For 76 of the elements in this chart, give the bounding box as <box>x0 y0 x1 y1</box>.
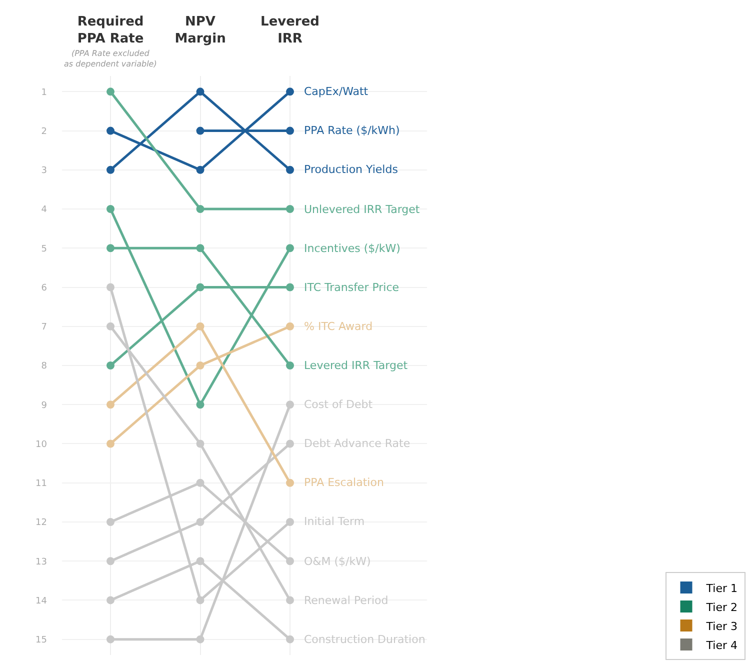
point <box>196 478 204 487</box>
series-label: Incentives ($/kW) <box>304 242 400 255</box>
point <box>196 126 204 135</box>
point <box>286 635 294 644</box>
y-tick-label: 4 <box>41 205 48 216</box>
point <box>106 126 114 135</box>
legend-label: Tier 1 <box>705 582 738 595</box>
point <box>106 283 114 292</box>
point <box>286 400 294 409</box>
point <box>106 322 114 330</box>
point <box>196 400 204 409</box>
point <box>196 205 204 214</box>
legend-label: Tier 2 <box>705 600 738 614</box>
y-tick-label: 12 <box>36 518 47 528</box>
legend-label: Tier 3 <box>705 620 738 633</box>
point <box>286 440 294 448</box>
point <box>286 126 294 135</box>
series-label: Unlevered IRR Target <box>304 203 420 216</box>
point <box>106 205 114 214</box>
point <box>286 244 294 252</box>
point <box>196 244 204 252</box>
y-tick-label: 11 <box>36 479 47 490</box>
y-tick-label: 9 <box>41 400 48 411</box>
point <box>286 166 294 174</box>
point <box>106 244 114 252</box>
point <box>286 557 294 566</box>
x-tick-label: Levered IRR <box>260 14 320 46</box>
point <box>286 283 294 292</box>
point <box>196 362 204 370</box>
point <box>106 557 114 566</box>
series-label: PPA Rate ($/kWh) <box>304 124 400 137</box>
point <box>106 400 114 409</box>
x-tick-label: Required PPA Rate <box>77 14 144 46</box>
point <box>196 596 204 604</box>
point <box>286 478 294 487</box>
point <box>196 518 204 526</box>
legend-label: Tier 4 <box>705 638 738 652</box>
series-label: Levered IRR Target <box>304 359 408 372</box>
point <box>286 322 294 330</box>
y-tick-label: 1 <box>41 88 47 98</box>
point <box>196 322 204 330</box>
point <box>106 362 114 370</box>
series-label: CapEx/Watt <box>304 85 369 98</box>
point <box>106 596 114 604</box>
y-tick-label: 5 <box>41 244 47 254</box>
point <box>196 283 204 292</box>
point <box>196 557 204 566</box>
point <box>286 88 294 96</box>
point <box>196 635 204 644</box>
y-tick-label: 8 <box>41 362 48 372</box>
y-tick-label: 2 <box>41 126 47 137</box>
series-label: Production Yields <box>304 163 398 176</box>
point <box>106 635 114 644</box>
y-tick-label: 13 <box>36 557 47 568</box>
y-tick-label: 10 <box>36 440 48 450</box>
point <box>286 362 294 370</box>
point <box>106 88 114 96</box>
point <box>106 440 114 448</box>
x-tick-label: NPV Margin <box>174 14 226 46</box>
y-tick-label: 3 <box>41 166 47 176</box>
y-tick-label: 7 <box>41 322 47 333</box>
point <box>286 518 294 526</box>
y-tick-label: 15 <box>36 636 47 646</box>
point <box>286 596 294 604</box>
point <box>106 518 114 526</box>
point <box>106 166 114 174</box>
y-tick-label: 6 <box>41 283 48 294</box>
series-label: PPA Escalation <box>304 476 384 489</box>
point <box>196 440 204 448</box>
point <box>196 88 204 96</box>
point <box>286 205 294 214</box>
y-tick-label: 14 <box>36 596 48 606</box>
series-label: ITC Transfer Price <box>304 281 400 294</box>
point <box>196 166 204 174</box>
text: (PPA Rate excluded as dependent variable) <box>64 49 157 68</box>
series-label: % ITC Award <box>304 320 373 333</box>
